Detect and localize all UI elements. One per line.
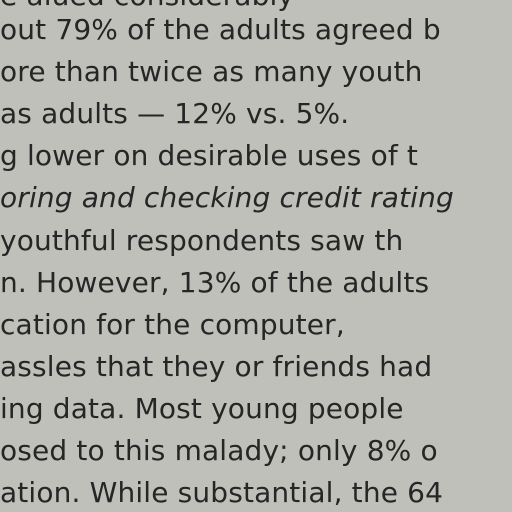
text-line-11: osed to this malady; only 8% o (0, 434, 438, 467)
text-line-12: ation. While substantial, the 64 (0, 476, 444, 509)
text-line-3: as adults — 12% vs. 5%. (0, 97, 350, 130)
text-line-1: out 79% of the adults agreed b (0, 13, 441, 46)
text-line-5-italic: oring and checking credit rating (0, 181, 454, 214)
text-line-7: n. However, 13% of the adults (0, 266, 430, 299)
text-line-9: assles that they or friends had (0, 350, 433, 383)
text-line-6: youthful respondents saw th (0, 224, 404, 257)
text-line-2: ore than twice as many youth (0, 55, 423, 88)
text-line-0: e alued considerably (0, 0, 294, 12)
text-line-4: g lower on desirable uses of t (0, 139, 419, 172)
text-line-10: ing data. Most young people (0, 392, 404, 425)
text-line-8: cation for the computer, (0, 308, 345, 341)
